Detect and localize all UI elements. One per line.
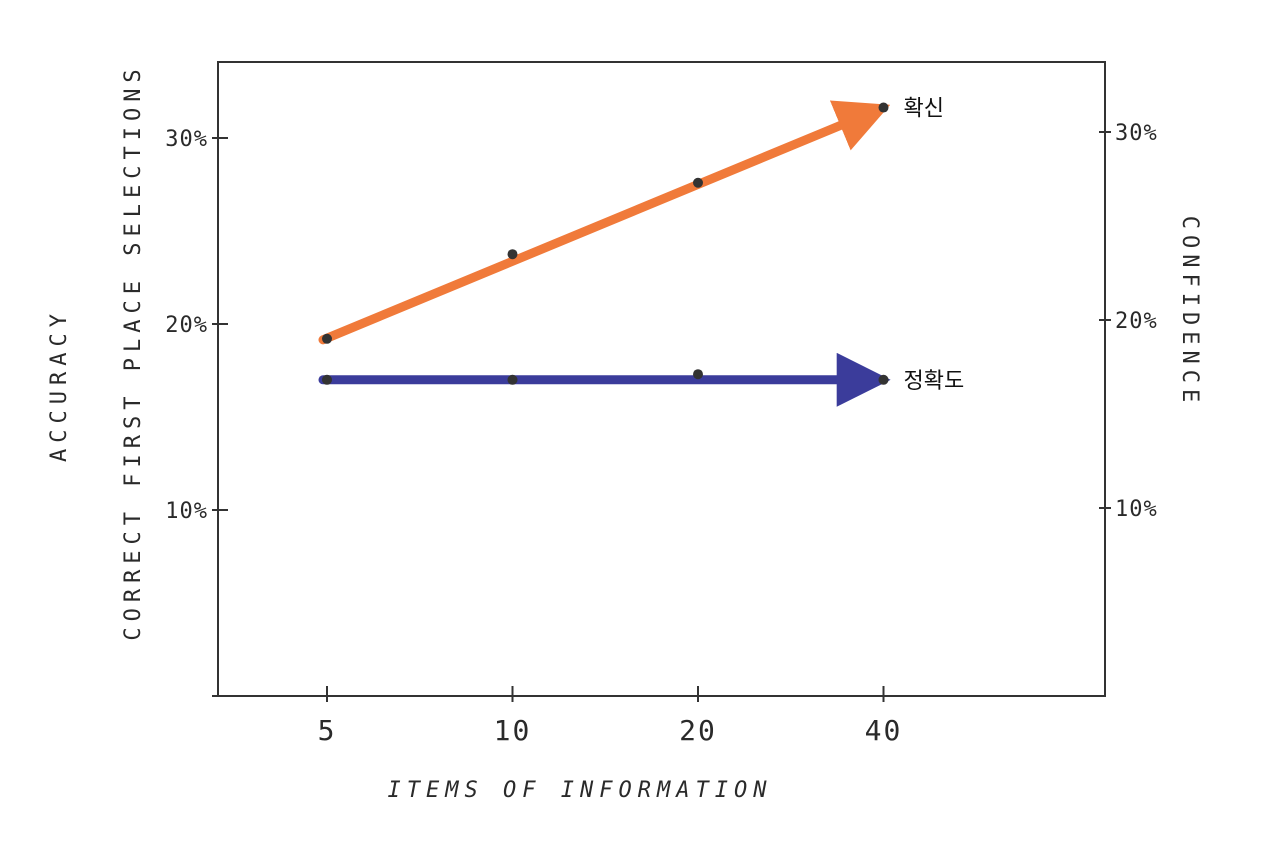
- y-axis-title-left-accuracy: ACCURACY: [47, 308, 72, 462]
- series-0-point-3: [878, 102, 889, 113]
- y-axis-title-right: CONFIDENCE: [1177, 216, 1202, 408]
- series-0-point-0: [322, 333, 332, 344]
- left-ytick-label-1: 20%: [165, 313, 208, 338]
- right-ytick-label-1: 20%: [1115, 309, 1158, 334]
- xtick-label-0: 5: [318, 714, 337, 747]
- series-0-point-2: [693, 177, 703, 188]
- right-ytick-label-2: 30%: [1115, 121, 1158, 146]
- series-1-point-1: [507, 374, 518, 385]
- right-ytick-label-0: 10%: [1115, 497, 1158, 522]
- xtick-label-1: 10: [494, 714, 532, 747]
- x-axis-title: ITEMS OF INFORMATION: [388, 778, 773, 803]
- y-axis-title-left-correct: CORRECT FIRST PLACE SELECTIONS: [121, 63, 146, 640]
- series-1-point-0: [322, 374, 332, 385]
- left-ytick-label-2: 30%: [165, 127, 208, 152]
- xtick-label-2: 20: [679, 714, 717, 747]
- series-label-1: 정확도: [904, 369, 965, 394]
- left-ytick-label-0: 10%: [165, 499, 208, 524]
- series-0-point-1: [507, 249, 518, 260]
- xtick-label-3: 40: [865, 714, 903, 747]
- series-1-point-2: [693, 369, 703, 380]
- series-label-0: 확신: [904, 97, 944, 122]
- series-1-point-3: [878, 374, 889, 385]
- series-line-0: [318, 100, 891, 345]
